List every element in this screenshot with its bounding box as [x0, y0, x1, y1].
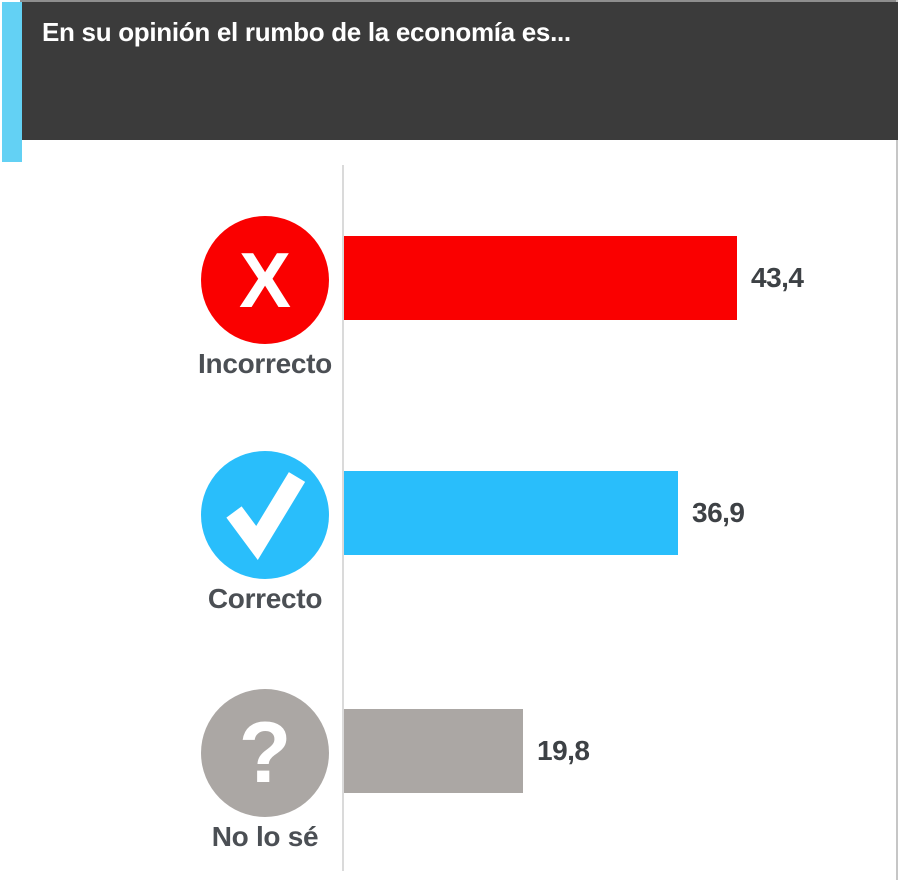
category-label-correcto: Correcto	[207, 583, 323, 614]
category-label-no-lo-se: No lo sé	[211, 821, 319, 852]
question-badge: ?	[201, 689, 329, 817]
bar-correcto	[344, 471, 678, 555]
value-label-incorrecto: 43,4	[751, 262, 804, 293]
value-label-correcto: 36,9	[692, 497, 745, 528]
top-border-line	[20, 0, 898, 2]
bar-row-incorrecto: X 43,4 Incorrecto	[0, 216, 900, 394]
check-icon	[226, 472, 306, 561]
chart-title: En su opinión el rumbo de la economía es…	[42, 17, 571, 47]
bar-row-correcto: 36,9 Correcto	[0, 451, 900, 629]
bar-incorrecto	[344, 236, 737, 320]
bar-no-lo-se	[344, 709, 523, 793]
category-label-incorrecto: Incorrecto	[198, 348, 332, 379]
x-badge: X	[201, 216, 329, 344]
baseline-axis	[342, 165, 344, 871]
bar-row-no-lo-se: ? 19,8 No lo sé	[0, 689, 900, 867]
check-badge	[201, 451, 329, 579]
value-label-no-lo-se: 19,8	[537, 735, 590, 766]
chart-header: En su opinión el rumbo de la economía es…	[22, 2, 898, 140]
question-icon: ?	[238, 705, 292, 801]
accent-stripe	[2, 2, 22, 162]
x-icon: X	[238, 236, 292, 324]
right-border-line	[896, 0, 898, 880]
